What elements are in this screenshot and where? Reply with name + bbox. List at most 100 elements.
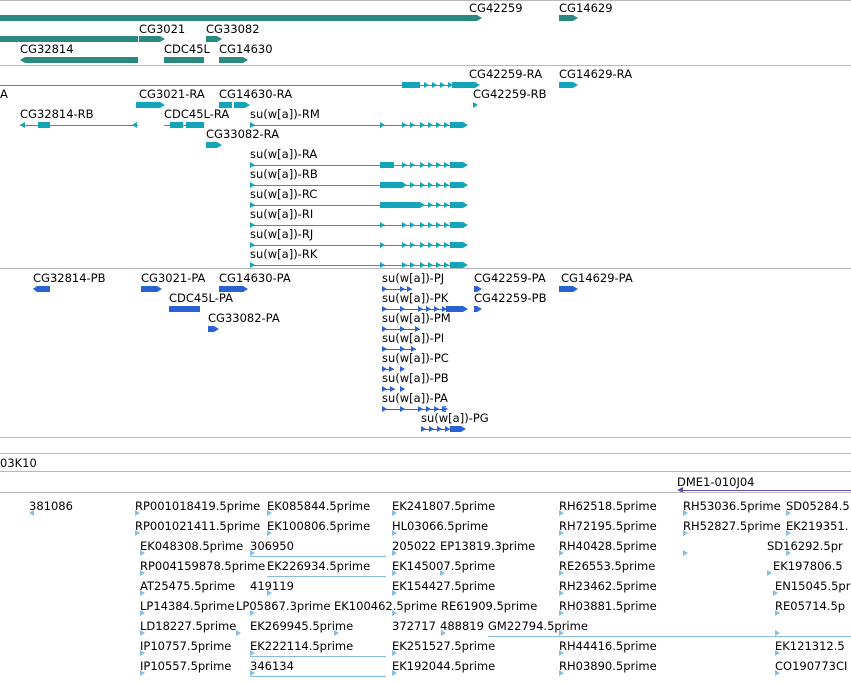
protein-glyph[interactable]	[450, 426, 466, 432]
protein-label[interactable]: su(w[a])-PI	[382, 331, 445, 345]
transcript-exon[interactable]	[428, 202, 433, 208]
est-glyph[interactable]	[392, 650, 397, 656]
transcript-label[interactable]: su(w[a])-RA	[250, 147, 318, 161]
est-glyph[interactable]	[559, 590, 564, 596]
est-glyph[interactable]	[140, 610, 145, 616]
transcript-intron[interactable]	[20, 125, 138, 126]
transcript-intron[interactable]	[250, 165, 466, 166]
transcript-exon[interactable]	[410, 202, 415, 208]
protein-label[interactable]: CDC45L-PA	[169, 291, 233, 305]
transcript-exon[interactable]	[428, 162, 433, 168]
protein-glyph[interactable]	[442, 406, 447, 412]
transcript-exon[interactable]	[380, 182, 403, 188]
transcript-intron[interactable]	[250, 125, 466, 126]
transcript-label[interactable]: CG3021-RA	[139, 87, 205, 101]
transcript-exon[interactable]	[428, 122, 433, 128]
protein-intron[interactable]	[382, 309, 466, 310]
protein-intron[interactable]	[382, 389, 395, 390]
protein-label[interactable]: CG33082-PA	[208, 311, 280, 325]
transcript-exon[interactable]	[250, 202, 255, 208]
transcript-label[interactable]: CG33082-RA	[206, 127, 280, 141]
transcript-exon[interactable]	[450, 242, 468, 248]
transcript-exon[interactable]	[436, 262, 441, 268]
protein-glyph[interactable]	[437, 426, 442, 432]
gene-glyph[interactable]	[139, 36, 165, 42]
gene-glyph[interactable]	[559, 15, 578, 21]
est-label[interactable]: RP001018419.5prime	[135, 499, 261, 513]
protein-intron[interactable]	[382, 289, 412, 290]
protein-glyph[interactable]	[407, 286, 412, 292]
transcript-exon[interactable]	[444, 122, 449, 128]
protein-glyph[interactable]	[382, 306, 387, 312]
transcript-label[interactable]: A	[0, 87, 8, 101]
est-glyph[interactable]	[140, 550, 145, 556]
protein-label[interactable]: CG32814-PB	[33, 271, 106, 285]
transcript-exon[interactable]	[402, 122, 407, 128]
est-glyph[interactable]	[267, 530, 272, 536]
gene-glyph[interactable]	[0, 36, 138, 42]
protein-glyph[interactable]	[474, 306, 482, 312]
transcript-exon[interactable]	[380, 122, 385, 128]
transcript-exon[interactable]	[20, 122, 25, 128]
protein-glyph[interactable]	[426, 406, 431, 412]
transcript-exon[interactable]	[420, 262, 425, 268]
protein-label[interactable]: su(w[a])-PG	[421, 411, 489, 425]
est-glyph[interactable]	[140, 650, 145, 656]
gene-label[interactable]: CG14630	[219, 42, 273, 56]
transcript-exon[interactable]	[436, 122, 441, 128]
transcript-exon[interactable]	[402, 242, 407, 248]
gene-glyph[interactable]	[0, 15, 482, 21]
protein-glyph[interactable]	[400, 326, 405, 332]
est-glyph[interactable]	[559, 550, 564, 556]
transcript-exon[interactable]	[410, 262, 415, 268]
est-glyph[interactable]	[683, 510, 688, 516]
transcript-exon[interactable]	[450, 222, 468, 228]
est-glyph[interactable]	[441, 630, 446, 636]
transcript-exon[interactable]	[234, 102, 250, 108]
transcript-label[interactable]: su(w[a])-RK	[250, 247, 318, 261]
transcript-exon[interactable]	[432, 82, 437, 88]
transcript-label[interactable]: CG14629-RA	[559, 67, 633, 81]
transcript-exon[interactable]	[250, 242, 255, 248]
protein-label[interactable]: su(w[a])-PK	[382, 291, 449, 305]
est-glyph[interactable]	[392, 610, 397, 616]
est-label[interactable]: RE05714.5p	[775, 599, 846, 613]
protein-glyph[interactable]	[141, 286, 162, 292]
transcript-exon[interactable]	[250, 262, 255, 268]
protein-glyph[interactable]	[400, 306, 405, 312]
est-label[interactable]: RH53036.5prime	[683, 499, 781, 513]
protein-glyph[interactable]	[418, 406, 423, 412]
est-label[interactable]: RH62518.5prime	[559, 499, 657, 513]
protein-glyph[interactable]	[382, 406, 387, 412]
transcript-exon[interactable]	[444, 162, 449, 168]
transcript-exon[interactable]	[420, 222, 425, 228]
est-span[interactable]	[250, 676, 386, 677]
transcript-exon[interactable]	[250, 122, 255, 128]
est-glyph[interactable]	[786, 550, 791, 556]
clone-glyph[interactable]	[683, 490, 851, 491]
est-label[interactable]: LP05867.3prime	[236, 599, 331, 613]
est-label[interactable]: EK222114.5prime	[250, 639, 354, 653]
transcript-exon[interactable]	[410, 162, 415, 168]
est-glyph[interactable]	[135, 510, 140, 516]
gene-glyph[interactable]	[206, 36, 222, 42]
transcript-exon[interactable]	[559, 82, 578, 88]
transcript-exon[interactable]	[428, 182, 433, 188]
est-label[interactable]: RH72195.5prime	[559, 519, 657, 533]
protein-glyph[interactable]	[169, 306, 200, 312]
est-glyph[interactable]	[392, 570, 397, 576]
transcript-label[interactable]: CG42259-RA	[469, 67, 543, 81]
est-label[interactable]: HL03066.5prime	[392, 519, 489, 533]
est-glyph[interactable]	[775, 670, 780, 676]
gene-glyph[interactable]	[20, 57, 138, 63]
est-label[interactable]: EK241807.5prime	[392, 499, 496, 513]
est-glyph[interactable]	[140, 670, 145, 676]
clone-glyph[interactable]	[677, 487, 683, 493]
est-label[interactable]: EN15045.5pr	[775, 579, 851, 593]
transcript-exon[interactable]	[38, 122, 50, 128]
est-label[interactable]: 488819	[440, 619, 484, 633]
protein-intron[interactable]	[421, 429, 464, 430]
protein-glyph[interactable]	[389, 366, 394, 372]
est-label[interactable]: EK100806.5prime	[267, 519, 371, 533]
est-label[interactable]: GM22794.5prime	[488, 619, 588, 633]
